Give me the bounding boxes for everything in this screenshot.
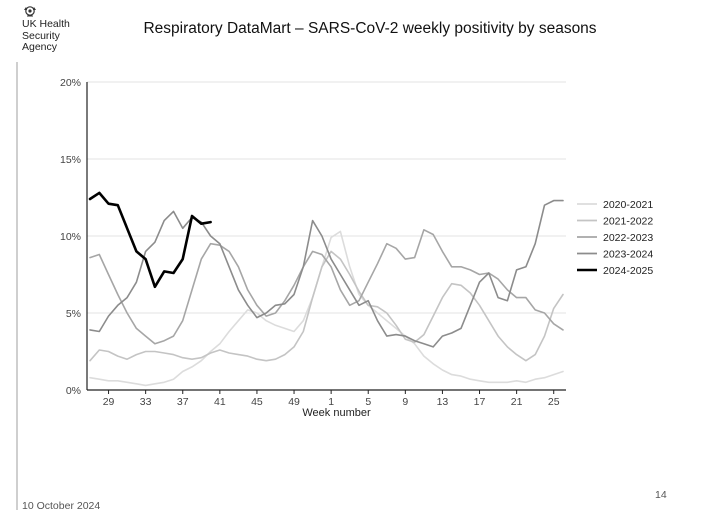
y-tick-label: 5% xyxy=(66,308,81,320)
y-tick-labels: 0% 5% 10% 15% 20% xyxy=(60,77,81,397)
x-tick-label: 1 xyxy=(328,396,334,408)
x-tick-label: 21 xyxy=(511,396,523,408)
slide-border-line xyxy=(16,62,18,510)
series-lines xyxy=(88,191,564,387)
series-line-2020-2021 xyxy=(89,230,564,387)
legend-label-2024-2025: 2024-2025 xyxy=(603,265,653,277)
slide-title: Respiratory DataMart – SARS-CoV-2 weekly… xyxy=(143,20,597,37)
x-tick-labels: 29 33 37 41 45 49 1 5 9 13 17 21 25 xyxy=(103,390,560,408)
x-tick-label: 25 xyxy=(548,396,560,408)
legend-label-2021-2022: 2021-2022 xyxy=(603,216,653,228)
x-tick-label: 37 xyxy=(177,396,189,408)
x-tick-label: 13 xyxy=(437,396,449,408)
legend: 2020-2021 2021-2022 2022-2023 2023-2024 2024… xyxy=(577,199,653,277)
y-tick-label: 20% xyxy=(60,77,81,89)
gridlines xyxy=(87,81,566,314)
x-tick-label: 41 xyxy=(214,396,226,408)
axes xyxy=(86,82,566,391)
y-tick-label: 15% xyxy=(60,154,81,166)
x-tick-label: 17 xyxy=(474,396,486,408)
x-tick-label: 9 xyxy=(402,396,408,408)
series-line-2023-2024 xyxy=(89,199,564,348)
series-line-2022-2023 xyxy=(89,229,564,345)
ukhsa-logo: UK Health Security Agency xyxy=(22,4,102,54)
x-tick-label: 29 xyxy=(103,396,115,408)
x-tick-label: 45 xyxy=(251,396,263,408)
x-tick-label: 5 xyxy=(365,396,371,408)
y-tick-label: 10% xyxy=(60,231,81,243)
x-tick-label: 49 xyxy=(288,396,300,408)
series-line-2021-2022 xyxy=(89,250,564,362)
x-tick-label: 33 xyxy=(140,396,152,408)
y-tick-label: 0% xyxy=(66,385,81,397)
page-number: 14 xyxy=(655,489,667,501)
legend-label-2020-2021: 2020-2021 xyxy=(603,199,653,211)
royal-crest-icon xyxy=(24,6,36,17)
legend-label-2022-2023: 2022-2023 xyxy=(603,232,653,244)
footer-date: 10 October 2024 xyxy=(22,500,101,512)
legend-label-2023-2024: 2023-2024 xyxy=(603,249,653,261)
series-line-2024-2025 xyxy=(88,191,212,289)
x-axis-title: Week number xyxy=(302,407,371,419)
org-name: UK Health Security Agency xyxy=(22,18,70,53)
